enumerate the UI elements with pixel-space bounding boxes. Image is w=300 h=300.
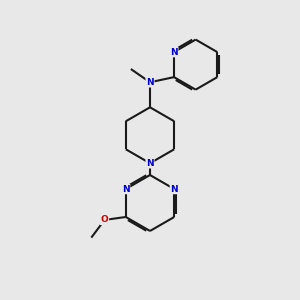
Text: N: N [146, 159, 154, 168]
Text: N: N [122, 184, 130, 194]
Text: O: O [101, 215, 109, 224]
Text: N: N [170, 184, 178, 194]
Text: N: N [170, 48, 178, 57]
Text: N: N [146, 78, 154, 87]
